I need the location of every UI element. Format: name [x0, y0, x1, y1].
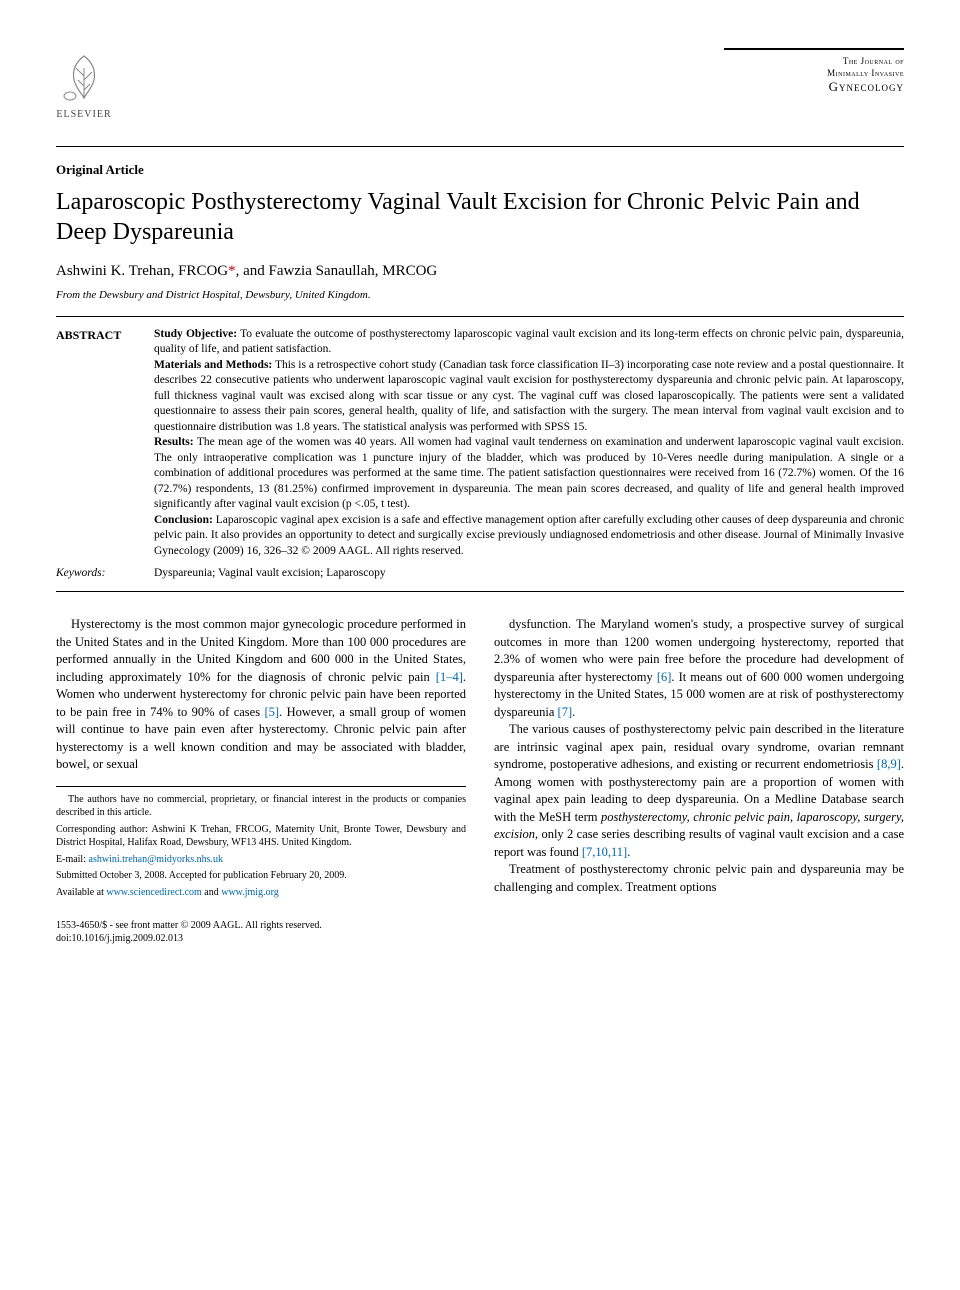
- email-line: E-mail: ashwini.trehan@midyorks.nhs.uk: [56, 853, 466, 867]
- authors-text: Ashwini K. Trehan, FRCOG*, and Fawzia Sa…: [56, 263, 437, 279]
- footer-copyright: 1553-4650/$ - see front matter © 2009 AA…: [56, 919, 904, 932]
- ref-link-7[interactable]: [7]: [558, 705, 573, 719]
- url-jmig[interactable]: www.jmig.org: [221, 887, 279, 898]
- footer-doi: doi:10.1016/j.jmig.2009.02.013: [56, 932, 904, 945]
- ref-link-1-4[interactable]: [1–4]: [436, 670, 463, 684]
- header-row: ELSEVIER The Journal of Minimally Invasi…: [56, 48, 904, 122]
- abstract-block: ABSTRACT Study Objective: To evaluate th…: [56, 327, 904, 560]
- rule-above-abstract: [56, 316, 904, 317]
- rule-top: [56, 146, 904, 147]
- results-label: Results:: [154, 436, 194, 448]
- affiliation: From the Dewsbury and District Hospital,…: [56, 288, 904, 303]
- objective-label: Study Objective:: [154, 328, 237, 340]
- body-columns: Hysterectomy is the most common major gy…: [56, 616, 904, 899]
- publisher-logo: ELSEVIER: [56, 48, 112, 122]
- ref-link-5[interactable]: [5]: [264, 705, 279, 719]
- conclusion-text: Laparoscopic vaginal apex excision is a …: [154, 514, 904, 557]
- ref-link-7-10-11[interactable]: [7,10,11]: [582, 845, 627, 859]
- methods-label: Materials and Methods:: [154, 359, 272, 371]
- submitted-note: Submitted October 3, 2008. Accepted for …: [56, 869, 466, 883]
- article-type: Original Article: [56, 161, 904, 179]
- corresponding-asterisk: *: [228, 263, 236, 279]
- keywords-label: Keywords:: [56, 565, 138, 581]
- body-paragraph-3: The various causes of posthysterectomy p…: [494, 721, 904, 861]
- available-note: Available at www.sciencedirect.com and w…: [56, 886, 466, 900]
- body-paragraph-1: Hysterectomy is the most common major gy…: [56, 616, 466, 774]
- footnotes-block: The authors have no commercial, propriet…: [56, 786, 466, 900]
- journal-line1: The Journal of: [724, 56, 904, 68]
- article-title: Laparoscopic Posthysterectomy Vaginal Va…: [56, 187, 904, 247]
- body-paragraph-4: Treatment of posthysterectomy chronic pe…: [494, 861, 904, 896]
- ref-link-6[interactable]: [6]: [657, 670, 672, 684]
- email-link[interactable]: ashwini.trehan@midyorks.nhs.uk: [89, 854, 223, 865]
- elsevier-tree-icon: [56, 48, 112, 104]
- url-sciencedirect[interactable]: www.sciencedirect.com: [106, 887, 201, 898]
- abstract-label: ABSTRACT: [56, 327, 138, 560]
- journal-line3: Gynecology: [724, 79, 904, 96]
- keywords-row: Keywords: Dyspareunia; Vaginal vault exc…: [56, 565, 904, 581]
- journal-title-block: The Journal of Minimally Invasive Gyneco…: [724, 48, 904, 96]
- rule-below-keywords: [56, 591, 904, 592]
- authors: Ashwini K. Trehan, FRCOG*, and Fawzia Sa…: [56, 261, 904, 282]
- abstract-body: Study Objective: To evaluate the outcome…: [154, 327, 904, 560]
- publisher-name: ELSEVIER: [56, 108, 111, 122]
- journal-line2: Minimally Invasive: [724, 68, 904, 80]
- disclosure-note: The authors have no commercial, propriet…: [56, 793, 466, 820]
- body-paragraph-2: dysfunction. The Maryland women's study,…: [494, 616, 904, 721]
- footer-block: 1553-4650/$ - see front matter © 2009 AA…: [56, 919, 904, 945]
- corresponding-author-note: Corresponding author: Ashwini K Trehan, …: [56, 823, 466, 850]
- objective-text: To evaluate the outcome of posthysterect…: [154, 328, 904, 356]
- keywords-text: Dyspareunia; Vaginal vault excision; Lap…: [154, 565, 904, 581]
- results-text: The mean age of the women was 40 years. …: [154, 436, 904, 510]
- conclusion-label: Conclusion:: [154, 514, 213, 526]
- ref-link-8-9[interactable]: [8,9]: [877, 757, 901, 771]
